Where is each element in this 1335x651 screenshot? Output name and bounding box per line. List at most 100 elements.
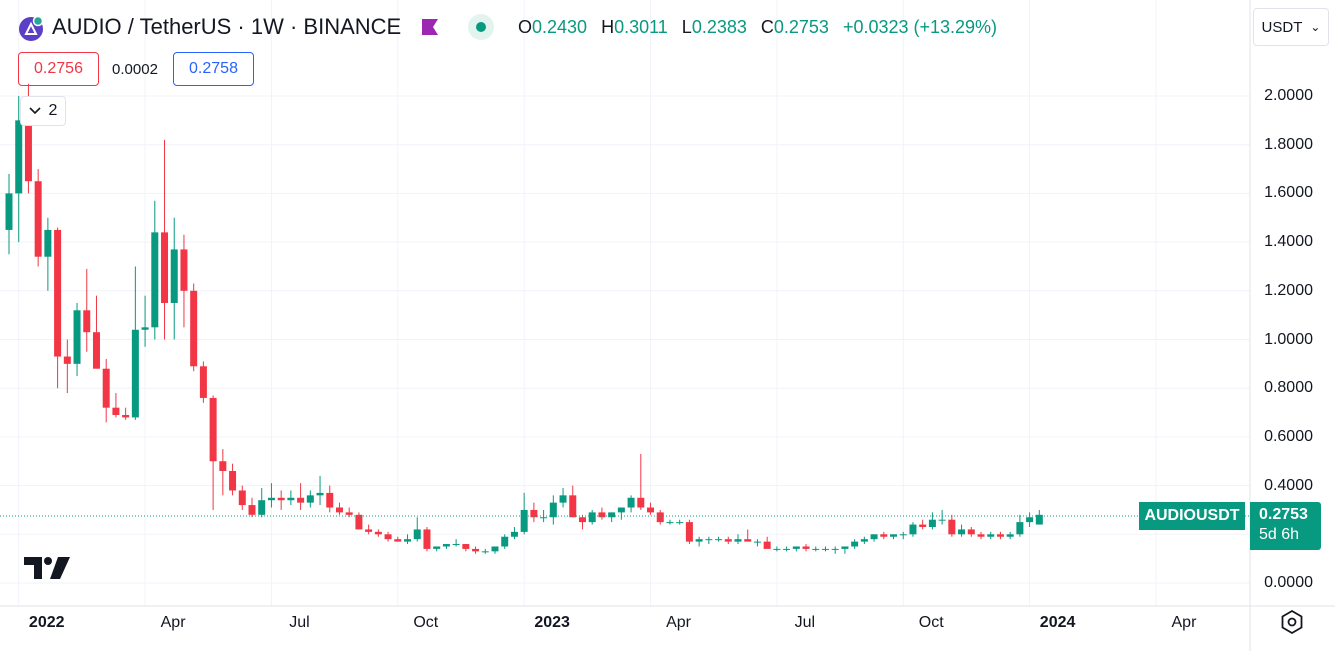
- candle-body: [909, 524, 917, 535]
- candle: [724, 536, 732, 545]
- candle-body: [472, 548, 480, 552]
- candle-body: [501, 536, 509, 547]
- candle-body: [617, 507, 625, 513]
- candle-body: [860, 539, 868, 542]
- candle-body: [442, 544, 450, 547]
- candle-body: [229, 470, 237, 491]
- candle-body: [394, 539, 402, 542]
- candle: [1016, 514, 1024, 537]
- candle-body: [870, 534, 878, 540]
- candle: [812, 546, 820, 552]
- tradingview-logo-icon[interactable]: [24, 557, 70, 579]
- candle: [491, 546, 499, 554]
- market-open-status-icon[interactable]: [468, 14, 494, 40]
- candle: [715, 536, 723, 542]
- candle-body: [948, 519, 956, 535]
- candle-body: [355, 514, 363, 530]
- candle: [1026, 512, 1034, 527]
- candle: [637, 453, 645, 510]
- candle-body: [63, 356, 71, 364]
- candle-body: [24, 120, 32, 182]
- candle: [34, 169, 42, 267]
- y-axis-tick-label: 2.0000: [1264, 87, 1313, 104]
- candle: [5, 173, 13, 255]
- candle: [267, 483, 275, 508]
- candle: [287, 490, 295, 506]
- currency-select[interactable]: USDT ⌄: [1253, 8, 1329, 46]
- candle: [258, 488, 266, 518]
- candle-body: [481, 551, 489, 553]
- candle-body: [656, 512, 664, 523]
- high-label: H: [601, 17, 615, 37]
- candle: [122, 407, 130, 420]
- candle-body: [73, 310, 81, 364]
- candle: [656, 509, 664, 525]
- candle: [792, 546, 800, 552]
- candle-body: [977, 534, 985, 537]
- buy-price-button[interactable]: 0.2758: [173, 52, 254, 86]
- y-axis-tick-label: 0.4000: [1264, 476, 1313, 494]
- candle: [131, 266, 139, 420]
- y-axis-tick-label: 0.6000: [1264, 427, 1313, 445]
- candle: [549, 495, 557, 525]
- candle-body: [219, 461, 227, 471]
- candle: [608, 512, 616, 523]
- candle: [190, 283, 198, 372]
- candle: [365, 524, 373, 535]
- candle: [870, 534, 878, 542]
- candle: [763, 536, 771, 549]
- candle: [345, 507, 353, 518]
- flag-icon[interactable]: [421, 18, 439, 36]
- y-axis-tick-label: 1.8000: [1264, 135, 1313, 153]
- candle-body: [821, 548, 829, 550]
- candle: [141, 295, 149, 347]
- candle: [705, 536, 713, 545]
- candle-body: [510, 531, 518, 537]
- candle-body: [598, 512, 606, 518]
- symbol-price-tag: AUDIOUSDT: [1139, 501, 1245, 530]
- candle: [199, 361, 207, 403]
- candle-body: [608, 512, 616, 518]
- candle: [734, 534, 742, 545]
- candle: [316, 475, 324, 506]
- candle: [151, 200, 159, 340]
- candle: [277, 490, 285, 510]
- indicators-toggle-button[interactable]: 2: [20, 96, 66, 126]
- candle: [928, 512, 936, 530]
- settings-gear-icon[interactable]: [1279, 609, 1305, 635]
- candle: [695, 536, 703, 547]
- candle-body: [316, 492, 324, 496]
- candle: [404, 534, 412, 545]
- candle: [578, 514, 586, 530]
- candle-body: [987, 534, 995, 537]
- candle-body: [685, 522, 693, 542]
- candle-body: [44, 229, 52, 257]
- y-axis-tick-label: 1.0000: [1264, 330, 1313, 348]
- candle: [102, 358, 110, 423]
- candle: [851, 539, 859, 549]
- candle: [384, 531, 392, 542]
- candle: [773, 546, 781, 552]
- candle-body: [199, 366, 207, 398]
- candle-body: [433, 546, 441, 549]
- y-axis-tick-label: 0.8000: [1264, 379, 1313, 397]
- candle: [909, 522, 917, 537]
- open-value: 0.2430: [532, 17, 588, 37]
- sell-price-button[interactable]: 0.2756: [18, 52, 99, 86]
- candle: [374, 529, 382, 537]
- candle-body: [899, 534, 907, 536]
- candle: [442, 544, 450, 549]
- candle: [452, 539, 460, 547]
- candle-body: [851, 541, 859, 547]
- candle-body: [569, 495, 577, 518]
- candle: [899, 531, 907, 540]
- candle: [83, 268, 91, 352]
- candle-body: [297, 497, 305, 503]
- candle: [841, 546, 849, 554]
- candle-body: [996, 534, 1004, 537]
- symbol-title[interactable]: AUDIO / TetherUS · 1W · BINANCE: [52, 14, 402, 39]
- candle: [753, 539, 761, 547]
- candle-body: [588, 512, 596, 523]
- y-axis-tick-label: 1.4000: [1264, 233, 1313, 251]
